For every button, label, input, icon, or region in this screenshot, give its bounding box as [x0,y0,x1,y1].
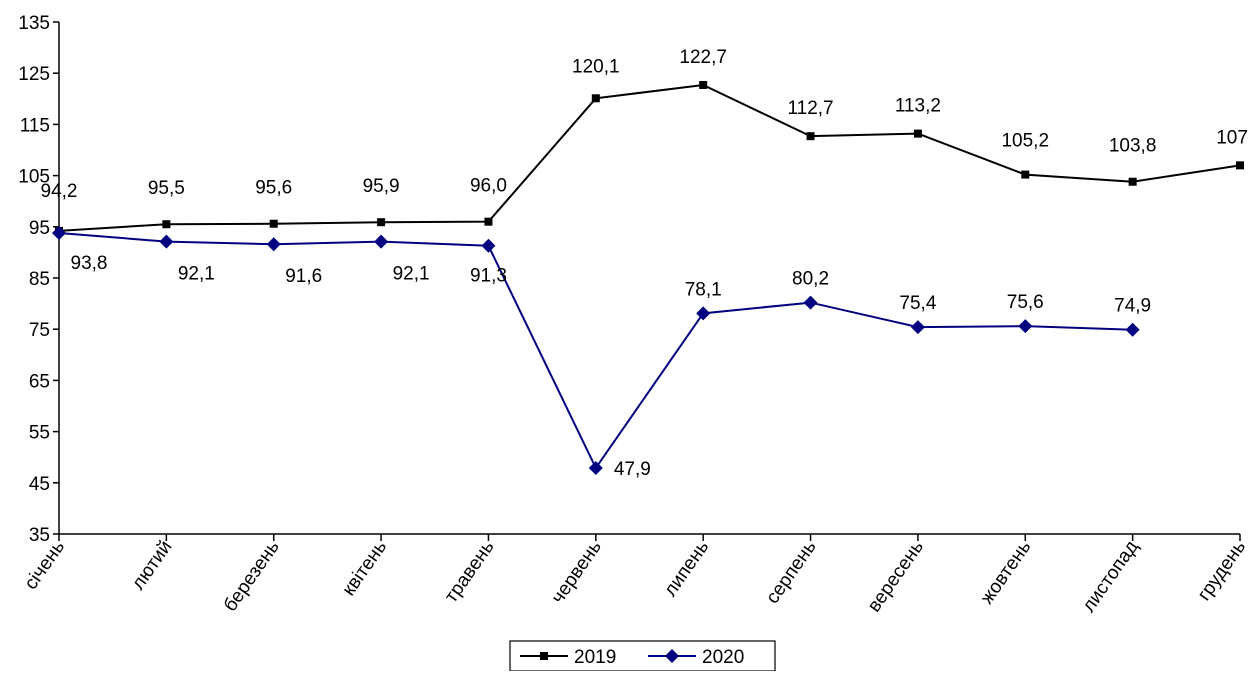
data-label: 91,6 [285,266,322,287]
data-label: 95,9 [363,176,400,197]
x-tick-label: липень [660,537,713,601]
data-label: 94,2 [41,181,78,202]
x-tick-label: травень [441,537,499,607]
data-point [1021,170,1030,179]
series-2020 [52,225,1140,475]
data-label: 113,2 [895,96,941,117]
x-tick-label: листопад [1078,537,1142,616]
series-2019 [55,80,1244,235]
data-point [913,129,922,138]
legend: 2019 2020 [509,640,776,672]
data-label: 92,1 [393,264,430,285]
data-label: 92,1 [178,264,215,285]
y-tick-label: 45 [29,474,50,495]
x-tick-label: лютий [128,537,177,594]
y-tick-label: 125 [18,64,50,85]
data-label: 112,7 [787,98,833,119]
y-tick-label: 105 [18,167,50,188]
x-tick-label: грудень [1194,537,1248,605]
data-point [1128,177,1137,186]
y-tick-label: 85 [29,269,50,290]
legend-item-2020: 2020 [648,647,744,668]
data-point [910,320,925,335]
y-tick-label: 75 [29,320,50,341]
data-label: 80,2 [792,269,829,290]
y-tick-label: 35 [29,525,50,546]
x-tick-label: березень [220,537,284,616]
data-label: 95,5 [148,178,185,199]
data-point [696,306,711,321]
x-tick-label: квітень [338,537,391,600]
legend-label: 2020 [702,647,744,668]
data-point [1236,161,1244,170]
data-point [266,237,281,252]
data-point [481,238,496,253]
data-label: 93,8 [71,253,108,274]
data-point [52,225,66,240]
series-layer [52,80,1244,475]
data-point [484,217,493,226]
x-tick-label: жовтень [977,537,1036,608]
data-label: 96,0 [470,176,507,197]
data-label: 75,4 [899,293,936,314]
data-label: 107,0 [1216,127,1248,148]
legend-marker-diamond [665,649,679,663]
data-label: 120,1 [572,56,620,77]
data-point [699,80,708,89]
data-point [377,218,386,227]
y-tick-label: 55 [29,423,50,444]
y-tick-label: 115 [20,115,50,136]
data-label: 91,3 [470,266,507,287]
data-label: 74,9 [1114,296,1151,317]
data-point [806,132,815,141]
data-label: 78,1 [685,279,722,300]
legend-item-2019: 2019 [520,647,616,668]
x-tick-label: січень [21,537,70,594]
axes: 35 45 55 65 75 85 95 105 115 125 135 січень лютий бер… [18,13,1248,616]
data-label: 122,7 [679,47,727,68]
legend-label: 2019 [574,647,616,668]
data-point [162,220,171,229]
series-line-2020 [58,231,1133,470]
data-point [588,460,603,475]
x-tick-label: вересень [864,537,928,616]
data-label: 47,9 [614,459,651,480]
x-tick-label: серпень [762,537,820,608]
series-line-2019 [58,83,1241,232]
data-label: 75,6 [1007,292,1044,313]
data-point [374,234,389,249]
data-point [1125,322,1140,337]
data-label: 105,2 [1001,131,1049,152]
x-tick-label: червень [547,537,605,608]
y-tick-label: 95 [29,218,50,239]
data-point [591,94,600,103]
data-point [1018,319,1033,334]
y-tick-label: 135 [18,13,50,34]
legend-marker-square [540,652,548,660]
data-label: 103,8 [1109,136,1157,157]
data-labels: 94,2 95,5 95,6 95,9 96,0 120,1 122,7 112,7 113,2… [41,47,1248,480]
data-point [803,295,818,310]
data-label: 95,6 [255,178,292,199]
data-point [159,234,174,249]
data-point [269,219,278,228]
y-tick-label: 65 [29,371,50,392]
